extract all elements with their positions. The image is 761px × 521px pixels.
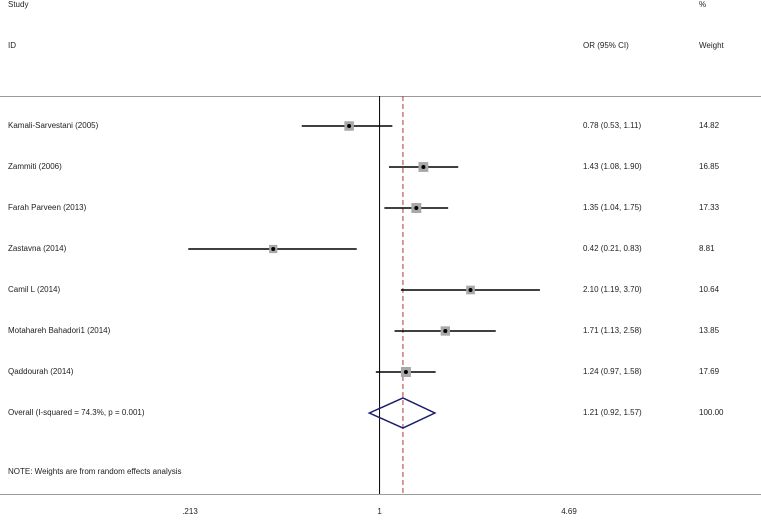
study-or-ci: 1.24 (0.97, 1.58) (583, 367, 642, 376)
header-rule (0, 96, 761, 97)
study-or-ci: 1.35 (1.04, 1.75) (583, 203, 642, 212)
study-label: Motahareh Bahadori1 (2014) (8, 326, 111, 335)
id-header: ID (8, 41, 16, 50)
point-estimate (421, 165, 426, 169)
x-tick-label: .213 (182, 507, 198, 516)
overall-or-ci: 1.21 (0.92, 1.57) (583, 408, 642, 417)
point-estimate (443, 329, 448, 333)
point-estimate (468, 288, 473, 292)
point-estimate (414, 206, 419, 210)
study-weight: 17.69 (699, 367, 720, 376)
point-estimate (403, 370, 408, 374)
axis-rule (0, 494, 761, 495)
study-weight: 16.85 (699, 162, 720, 171)
study-weight: 13.85 (699, 326, 720, 335)
overall-diamond (367, 397, 437, 429)
study-or-ci: 1.71 (1.13, 2.58) (583, 326, 642, 335)
study-label: Camil L (2014) (8, 285, 61, 294)
overall-weight: 100.00 (699, 408, 724, 417)
study-or-ci: 0.42 (0.21, 0.83) (583, 244, 642, 253)
study-or-ci: 0.78 (0.53, 1.11) (583, 121, 642, 130)
percent-header: % (699, 0, 707, 9)
study-weight: 10.64 (699, 285, 720, 294)
point-estimate (271, 247, 276, 251)
footnote: NOTE: Weights are from random effects an… (8, 467, 182, 476)
study-header: Study (8, 0, 29, 9)
study-label: Zastavna (2014) (8, 244, 67, 253)
x-tick-label: 1 (377, 507, 382, 516)
study-label: Zammiti (2006) (8, 162, 62, 171)
study-weight: 17.33 (699, 203, 720, 212)
study-weight: 14.82 (699, 121, 720, 130)
study-weight: 8.81 (699, 244, 715, 253)
weight-header: Weight (699, 41, 724, 50)
or-ci-header: OR (95% CI) (583, 41, 629, 50)
study-label: Kamali-Sarvestani (2005) (8, 121, 99, 130)
study-label: Farah Parveen (2013) (8, 203, 87, 212)
point-estimate (347, 124, 352, 128)
x-tick-label: 4.69 (561, 507, 577, 516)
study-label: Qaddourah (2014) (8, 367, 74, 376)
study-or-ci: 2.10 (1.19, 3.70) (583, 285, 642, 294)
overall-label: Overall (I-squared = 74.3%, p = 0.001) (8, 408, 145, 417)
study-or-ci: 1.43 (1.08, 1.90) (583, 162, 642, 171)
